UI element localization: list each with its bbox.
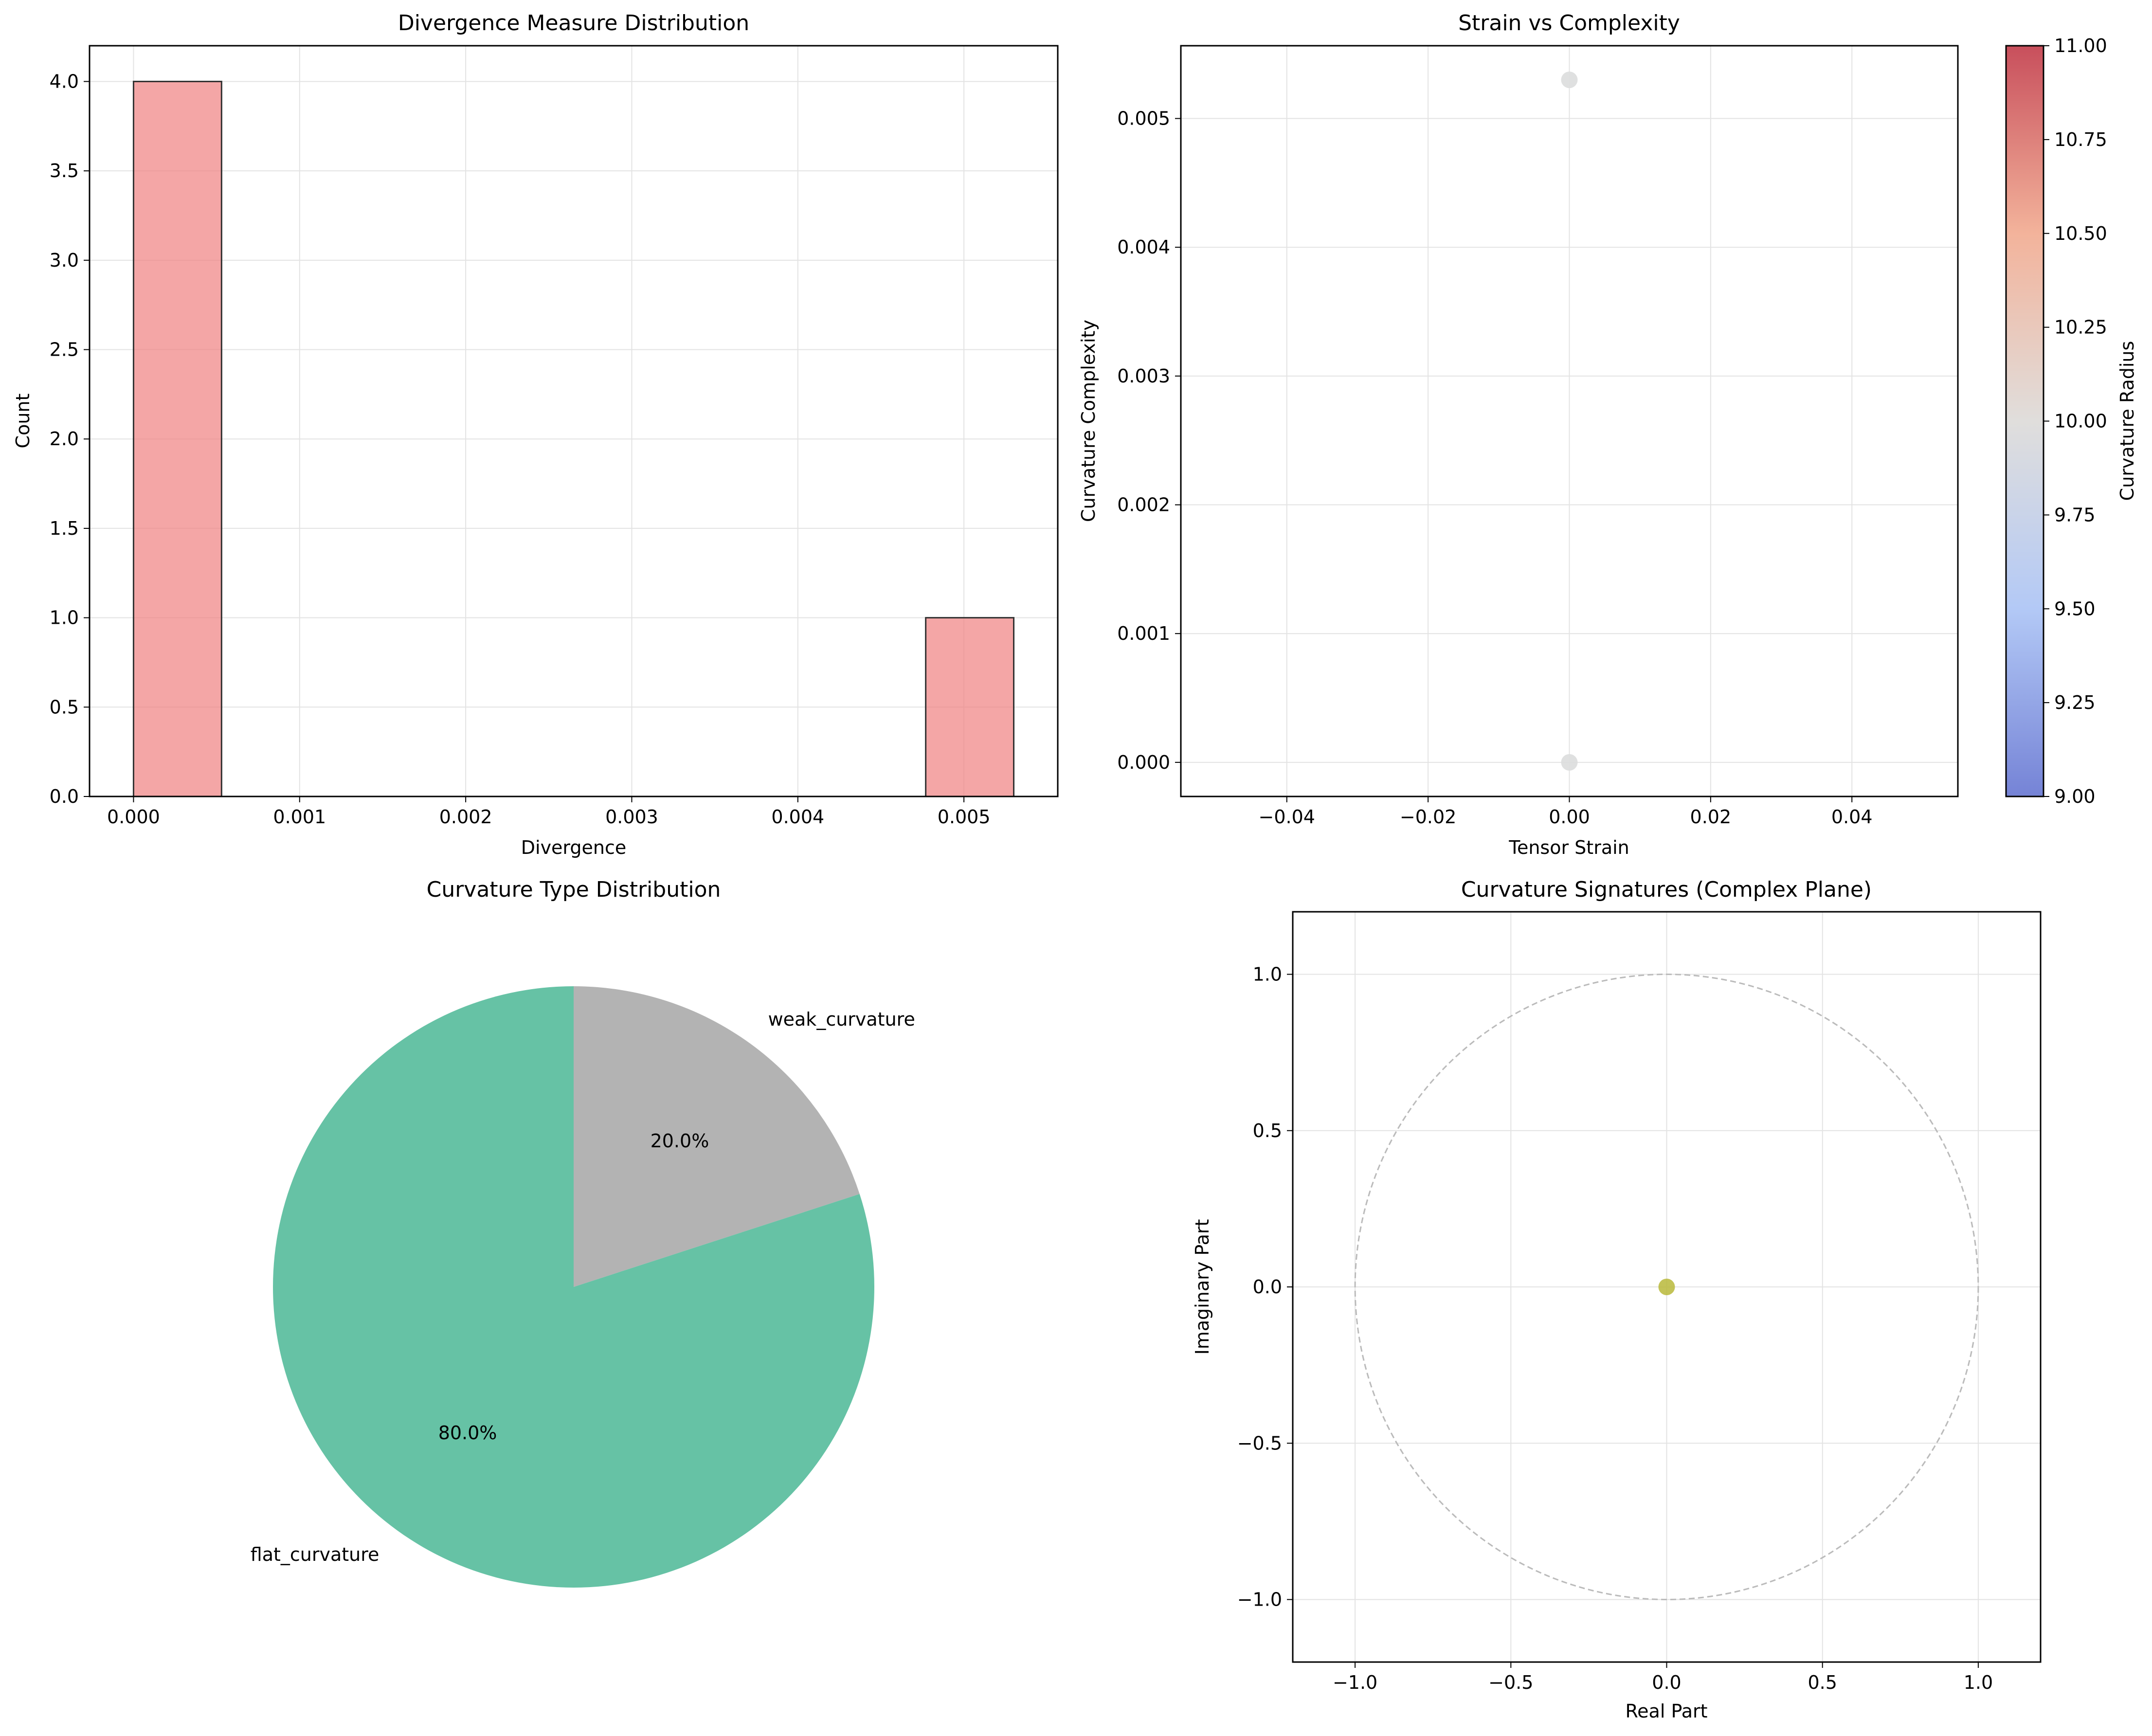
colorbar-gradient: [2005, 45, 2044, 797]
hist-bar: [925, 617, 1015, 797]
strain-y-tick-label: 0.001: [1117, 623, 1170, 644]
pie-slice: [574, 986, 860, 1287]
complex-x-ticks: −1.0 −0.5 0.0 0.5 1.0: [1333, 1662, 1993, 1693]
strain-points: [1561, 72, 1578, 771]
colorbar-tick-label: 10.25: [2054, 317, 2107, 338]
panel-complex-plane: −1.0 −0.5 0.0 0.5 1.0 −1.0 −0.5 0.0 0.5 1.0 Curv…: [1192, 877, 2042, 1722]
strain-point: [1561, 72, 1578, 89]
complex-y-axis-label: Imaginary Part: [1192, 1219, 1213, 1355]
colorbar-tick-label: 10.00: [2054, 411, 2107, 432]
complex-x-axis-label: Real Part: [1625, 1700, 1707, 1722]
hist-x-tick-label: 0.005: [938, 806, 991, 828]
strain-x-tick-label: 0.02: [1690, 806, 1732, 828]
hist-bars: [132, 80, 1015, 797]
pie-title: Curvature Type Distribution: [427, 877, 721, 902]
strain-x-tick-label: −0.02: [1400, 806, 1456, 828]
complex-x-tick-label: 0.5: [1808, 1672, 1837, 1693]
hist-x-tick-label: 0.000: [107, 806, 160, 828]
panel-strain-scatter: −0.04 −0.02 0.00 0.02 0.04 0.0000.0010.0020.…: [1078, 11, 2138, 858]
strain-y-tick-label: 0.000: [1117, 752, 1170, 773]
complex-y-tick-label: 0.0: [1253, 1276, 1282, 1298]
hist-x-axis-label: Divergence: [521, 837, 627, 858]
panel-divergence-histogram: 0.000 0.001 0.002 0.003 0.004 0.005 0.0 0.5 1.0…: [12, 11, 1059, 858]
strain-point: [1561, 754, 1578, 771]
strain-y-ticks: 0.000 0.001 0.002 0.003 0.004 0.005: [1117, 108, 1181, 773]
complex-x-tick-label: 1.0: [1964, 1672, 1993, 1693]
complex-y-tick-label: −1.0: [1237, 1589, 1282, 1610]
complex-point: [1658, 1279, 1675, 1295]
hist-x-tick-label: 0.001: [273, 806, 326, 828]
hist-y-tick-label: 3.0: [50, 250, 79, 271]
strain-title: Strain vs Complexity: [1458, 11, 1680, 36]
hist-x-ticks: 0.000 0.001 0.002 0.003 0.004 0.005: [107, 796, 991, 828]
complex-y-ticks: −1.0 −0.5 0.0 0.5 1.0: [1237, 964, 1293, 1610]
pie-pct-label: 20.0%: [651, 1130, 709, 1152]
hist-grid: [90, 46, 1058, 797]
strain-y-tick-label: 0.004: [1117, 236, 1170, 258]
complex-y-tick-label: −0.5: [1237, 1432, 1282, 1454]
colorbar: 9.00 9.25 9.50 9.75 10.00 10.25 10.50 10.75 11.0…: [2005, 35, 2138, 807]
strain-grid: [1181, 46, 1958, 796]
colorbar-tick-label: 10.50: [2054, 223, 2107, 244]
complex-title: Curvature Signatures (Complex Plane): [1461, 877, 1872, 902]
colorbar-tick-label: 11.00: [2054, 35, 2107, 56]
hist-y-tick-label: 4.0: [50, 71, 79, 92]
hist-title: Divergence Measure Distribution: [398, 11, 749, 36]
strain-x-tick-label: 0.04: [1831, 806, 1873, 828]
strain-x-tick-label: 0.00: [1549, 806, 1590, 828]
colorbar-tick-label: 9.25: [2054, 692, 2096, 713]
complex-points: [1658, 1279, 1675, 1295]
colorbar-tick-label: 9.00: [2054, 786, 2096, 807]
hist-y-ticks: 0.0 0.5 1.0 1.5 2.0 2.5 3.0 3.5 4.0: [50, 71, 90, 807]
hist-plot-frame: [89, 45, 1059, 797]
pie-slices: [273, 986, 875, 1588]
hist-y-tick-label: 2.0: [50, 428, 79, 450]
pie-slice-label: flat_curvature: [251, 1544, 380, 1565]
pie-slice: [273, 986, 875, 1588]
pie-labels: 20.0% weak_curvature 80.0% flat_curvature: [251, 1009, 915, 1565]
complex-y-tick-label: 0.5: [1253, 1120, 1282, 1141]
strain-x-ticks: −0.04 −0.02 0.00 0.02 0.04: [1259, 796, 1873, 828]
hist-y-tick-label: 0.5: [50, 696, 79, 718]
colorbar-ticks: 9.00 9.25 9.50 9.75 10.00 10.25 10.50 10.75 11.0…: [2043, 35, 2107, 807]
hist-x-tick-label: 0.004: [771, 806, 824, 828]
complex-x-tick-label: 0.0: [1652, 1672, 1681, 1693]
complex-y-tick-label: 1.0: [1253, 964, 1282, 985]
colorbar-tick-label: 9.75: [2054, 504, 2096, 525]
pie-slice-label: weak_curvature: [768, 1009, 915, 1030]
hist-y-tick-label: 0.0: [50, 786, 79, 807]
strain-y-tick-label: 0.003: [1117, 365, 1170, 387]
hist-y-tick-label: 1.0: [50, 607, 79, 629]
hist-y-tick-label: 2.5: [50, 339, 79, 361]
colorbar-label: Curvature Radius: [2116, 341, 2138, 501]
pie-pct-label: 80.0%: [438, 1422, 497, 1444]
complex-x-tick-label: −0.5: [1488, 1672, 1533, 1693]
complex-unit-circle: [1354, 974, 1979, 1600]
complex-x-tick-label: −1.0: [1333, 1672, 1377, 1693]
complex-reference-circle: [1354, 974, 1979, 1600]
strain-y-tick-label: 0.005: [1117, 108, 1170, 129]
strain-x-tick-label: −0.04: [1259, 806, 1315, 828]
hist-y-axis-label: Count: [12, 394, 34, 449]
colorbar-tick-label: 9.50: [2054, 598, 2096, 619]
hist-bar: [132, 80, 222, 797]
strain-y-tick-label: 0.002: [1117, 494, 1170, 516]
strain-x-axis-label: Tensor Strain: [1508, 837, 1629, 858]
hist-x-tick-label: 0.003: [605, 806, 658, 828]
hist-y-tick-label: 3.5: [50, 160, 79, 181]
hist-x-tick-label: 0.002: [439, 806, 492, 828]
strain-y-axis-label: Curvature Complexity: [1078, 320, 1099, 522]
panel-curvature-pie: Curvature Type Distribution 20.0% weak_cu…: [251, 877, 915, 1588]
colorbar-tick-label: 10.75: [2054, 129, 2107, 150]
hist-y-tick-label: 1.5: [50, 518, 79, 539]
